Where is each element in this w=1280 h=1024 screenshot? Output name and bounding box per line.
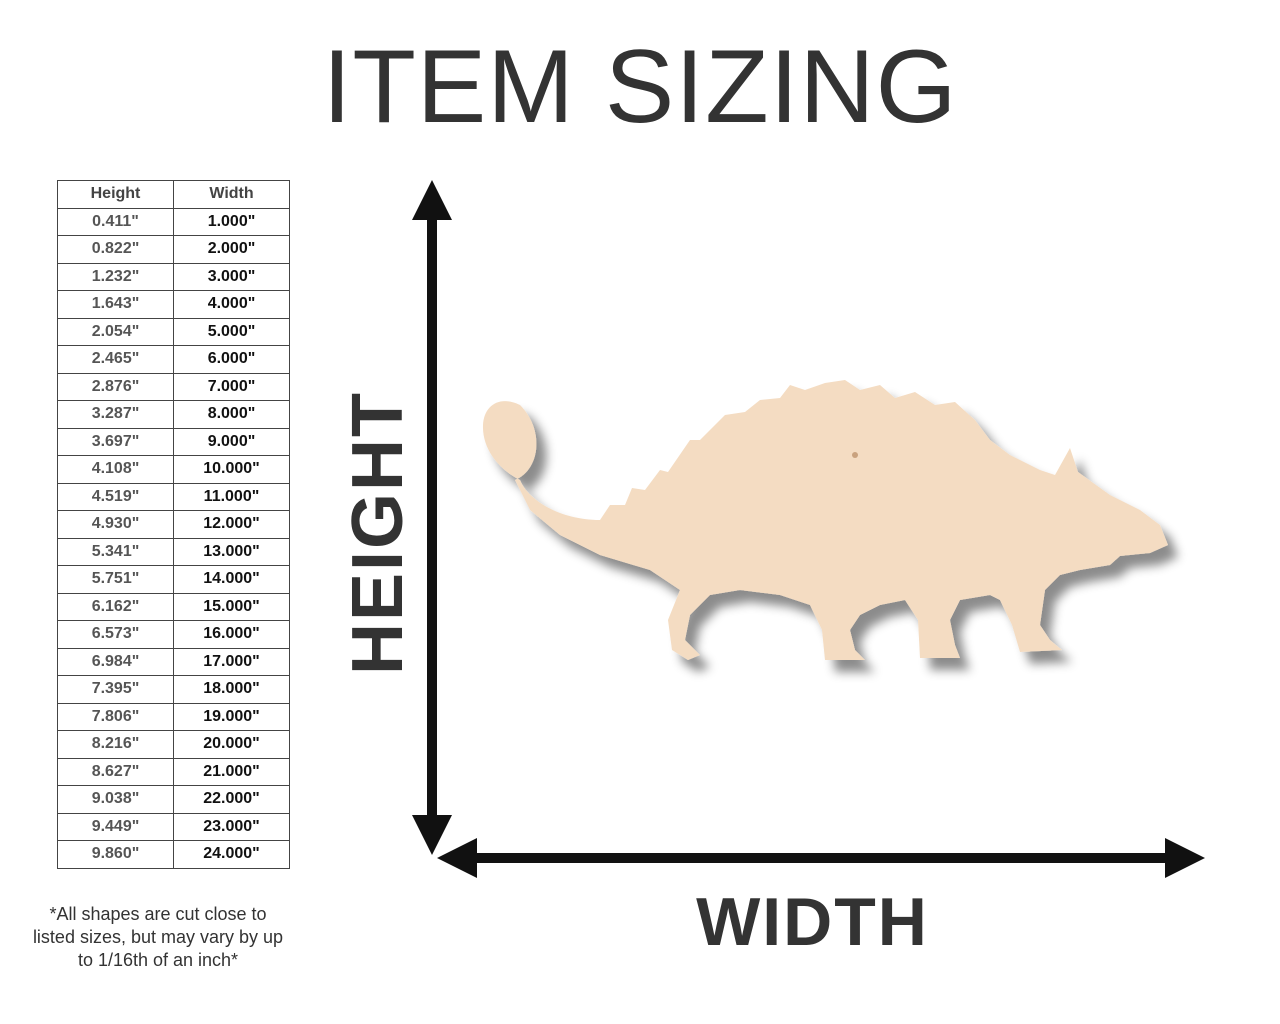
width-cell: 23.000" [173, 812, 290, 841]
width-cell: 19.000" [173, 702, 290, 731]
header-width: Width [173, 180, 290, 209]
height-cell: 3.287" [57, 400, 174, 429]
height-cell: 7.806" [57, 702, 174, 731]
size-table: Height Width 0.411" 1.000" 0.822" 2.000" 1.2… [57, 180, 290, 869]
table-row: 3.287" 8.000" [57, 400, 290, 429]
table-row: 6.984" 17.000" [57, 647, 290, 676]
width-label: WIDTH [696, 884, 929, 960]
height-cell: 6.162" [57, 592, 174, 621]
height-cell: 5.341" [57, 537, 174, 566]
height-cell: 9.860" [57, 840, 174, 869]
height-label: HEIGHT [338, 390, 418, 676]
height-cell: 0.822" [57, 235, 174, 264]
height-arrow [412, 180, 452, 855]
width-cell: 7.000" [173, 372, 290, 401]
width-cell: 8.000" [173, 400, 290, 429]
table-row: 5.341" 13.000" [57, 537, 290, 566]
table-row: 1.643" 4.000" [57, 290, 290, 319]
height-cell: 5.751" [57, 565, 174, 594]
width-cell: 1.000" [173, 207, 290, 236]
width-cell: 4.000" [173, 290, 290, 319]
height-cell: 0.411" [57, 207, 174, 236]
page-title: ITEM SIZING [322, 29, 958, 145]
width-cell: 13.000" [173, 537, 290, 566]
width-cell: 22.000" [173, 785, 290, 814]
width-cell: 17.000" [173, 647, 290, 676]
table-header-row: Height Width [57, 180, 290, 209]
table-row: 7.806" 19.000" [57, 702, 290, 731]
table-row: 4.519" 11.000" [57, 482, 290, 511]
table-row: 8.216" 20.000" [57, 730, 290, 759]
height-cell: 4.519" [57, 482, 174, 511]
width-cell: 5.000" [173, 317, 290, 346]
width-cell: 10.000" [173, 455, 290, 484]
table-row: 4.108" 10.000" [57, 455, 290, 484]
width-cell: 2.000" [173, 235, 290, 264]
width-cell: 24.000" [173, 840, 290, 869]
height-cell: 8.216" [57, 730, 174, 759]
table-row: 2.054" 5.000" [57, 317, 290, 346]
table-row: 9.860" 24.000" [57, 840, 290, 869]
height-cell: 2.465" [57, 345, 174, 374]
table-row: 3.697" 9.000" [57, 427, 290, 456]
height-cell: 6.984" [57, 647, 174, 676]
table-row: 0.411" 1.000" [57, 207, 290, 236]
height-cell: 9.038" [57, 785, 174, 814]
header-height: Height [57, 180, 174, 209]
dinosaur-silhouette [482, 380, 1168, 660]
height-cell: 1.232" [57, 262, 174, 291]
width-arrow [437, 838, 1205, 878]
height-cell: 2.054" [57, 317, 174, 346]
width-cell: 21.000" [173, 757, 290, 786]
size-note: *All shapes are cut close to listed size… [32, 904, 284, 970]
table-row: 2.876" 7.000" [57, 372, 290, 401]
table-row: 2.465" 6.000" [57, 345, 290, 374]
table-row: 9.038" 22.000" [57, 785, 290, 814]
table-row: 0.822" 2.000" [57, 235, 290, 264]
width-cell: 16.000" [173, 620, 290, 649]
table-row: 1.232" 3.000" [57, 262, 290, 291]
height-cell: 1.643" [57, 290, 174, 319]
width-cell: 9.000" [173, 427, 290, 456]
hanging-hole [852, 452, 858, 458]
